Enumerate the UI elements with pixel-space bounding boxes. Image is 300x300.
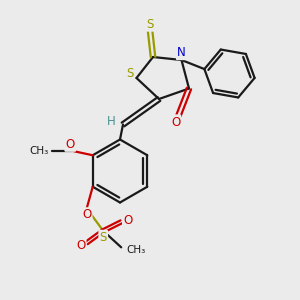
- Text: O: O: [76, 239, 85, 252]
- Text: S: S: [126, 67, 134, 80]
- Text: O: O: [82, 208, 91, 221]
- Text: O: O: [123, 214, 132, 227]
- Text: O: O: [171, 116, 180, 129]
- Text: CH₃: CH₃: [29, 146, 48, 156]
- Text: S: S: [146, 17, 154, 31]
- Text: H: H: [107, 115, 116, 128]
- Text: O: O: [66, 138, 75, 151]
- Text: N: N: [177, 46, 186, 59]
- Text: S: S: [100, 231, 107, 244]
- Text: CH₃: CH₃: [127, 245, 146, 255]
